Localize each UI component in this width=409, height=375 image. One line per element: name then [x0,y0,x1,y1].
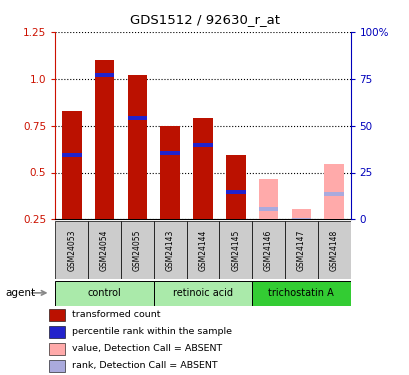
Bar [94,60,114,219]
Bar [258,207,278,211]
Bar [121,221,153,279]
Bar [324,192,343,196]
Bar [225,154,245,219]
Text: GSM24053: GSM24053 [67,230,76,271]
Text: GSM24145: GSM24145 [231,230,240,271]
Bar [291,209,310,219]
Bar [62,153,81,157]
Text: GSM24148: GSM24148 [329,230,338,271]
Bar [186,221,219,279]
Bar [258,179,278,219]
Bar [55,281,153,306]
Bar [127,75,147,219]
Bar [49,343,65,355]
Text: GSM24143: GSM24143 [165,230,174,271]
Text: agent: agent [5,288,35,298]
Bar [193,143,212,147]
Text: GDS1512 / 92630_r_at: GDS1512 / 92630_r_at [130,13,279,26]
Bar [252,281,350,306]
Bar [62,111,81,219]
Bar [317,221,350,279]
Bar [55,221,88,279]
Bar [49,326,65,338]
Bar [284,221,317,279]
Bar [291,218,310,222]
Bar [49,360,65,372]
Text: GSM24147: GSM24147 [296,230,305,271]
Bar [219,221,252,279]
Text: percentile rank within the sample: percentile rank within the sample [72,327,232,336]
Text: control: control [88,288,121,298]
Bar [153,221,186,279]
Text: rank, Detection Call = ABSENT: rank, Detection Call = ABSENT [72,362,218,370]
Bar [193,118,212,219]
Text: transformed count: transformed count [72,310,160,319]
Bar [160,126,180,219]
Text: GSM24146: GSM24146 [263,230,272,271]
Bar [88,221,121,279]
Text: trichostatin A: trichostatin A [268,288,333,298]
Text: GSM24055: GSM24055 [133,230,142,271]
Bar [49,309,65,321]
Bar [324,164,343,219]
Text: GSM24054: GSM24054 [100,230,109,271]
Text: GSM24144: GSM24144 [198,230,207,271]
Bar [94,73,114,77]
Bar [160,151,180,155]
Text: value, Detection Call = ABSENT: value, Detection Call = ABSENT [72,344,222,353]
Bar [153,281,252,306]
Bar [252,221,284,279]
Bar [127,116,147,120]
Bar [225,190,245,194]
Text: retinoic acid: retinoic acid [173,288,232,298]
